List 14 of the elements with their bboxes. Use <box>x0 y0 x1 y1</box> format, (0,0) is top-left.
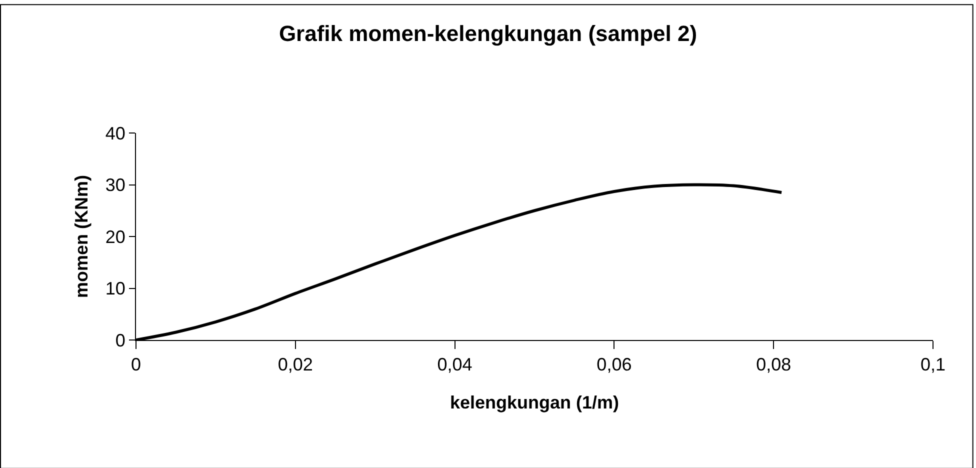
x-tick-label: 0,1 <box>920 354 946 375</box>
x-tick-label: 0 <box>130 354 142 375</box>
y-axis-title: momen (KNm) <box>72 174 92 298</box>
y-tick-label: 20 <box>105 226 126 247</box>
x-tick-label: 0,08 <box>756 354 792 375</box>
x-tick-label: 0,02 <box>278 354 313 375</box>
y-tick-label: 10 <box>105 278 126 299</box>
y-tick-label: 40 <box>105 123 126 144</box>
y-tick-label: 0 <box>115 330 126 350</box>
x-tick-label: 0,06 <box>596 354 632 375</box>
y-tick-label: 30 <box>105 175 126 196</box>
x-tick-label: 0,04 <box>437 354 472 375</box>
chart-title: Grafik momen-kelengkungan (sampel 2) <box>278 21 698 46</box>
x-axis-title: kelengkungan (1/m) <box>450 392 620 413</box>
